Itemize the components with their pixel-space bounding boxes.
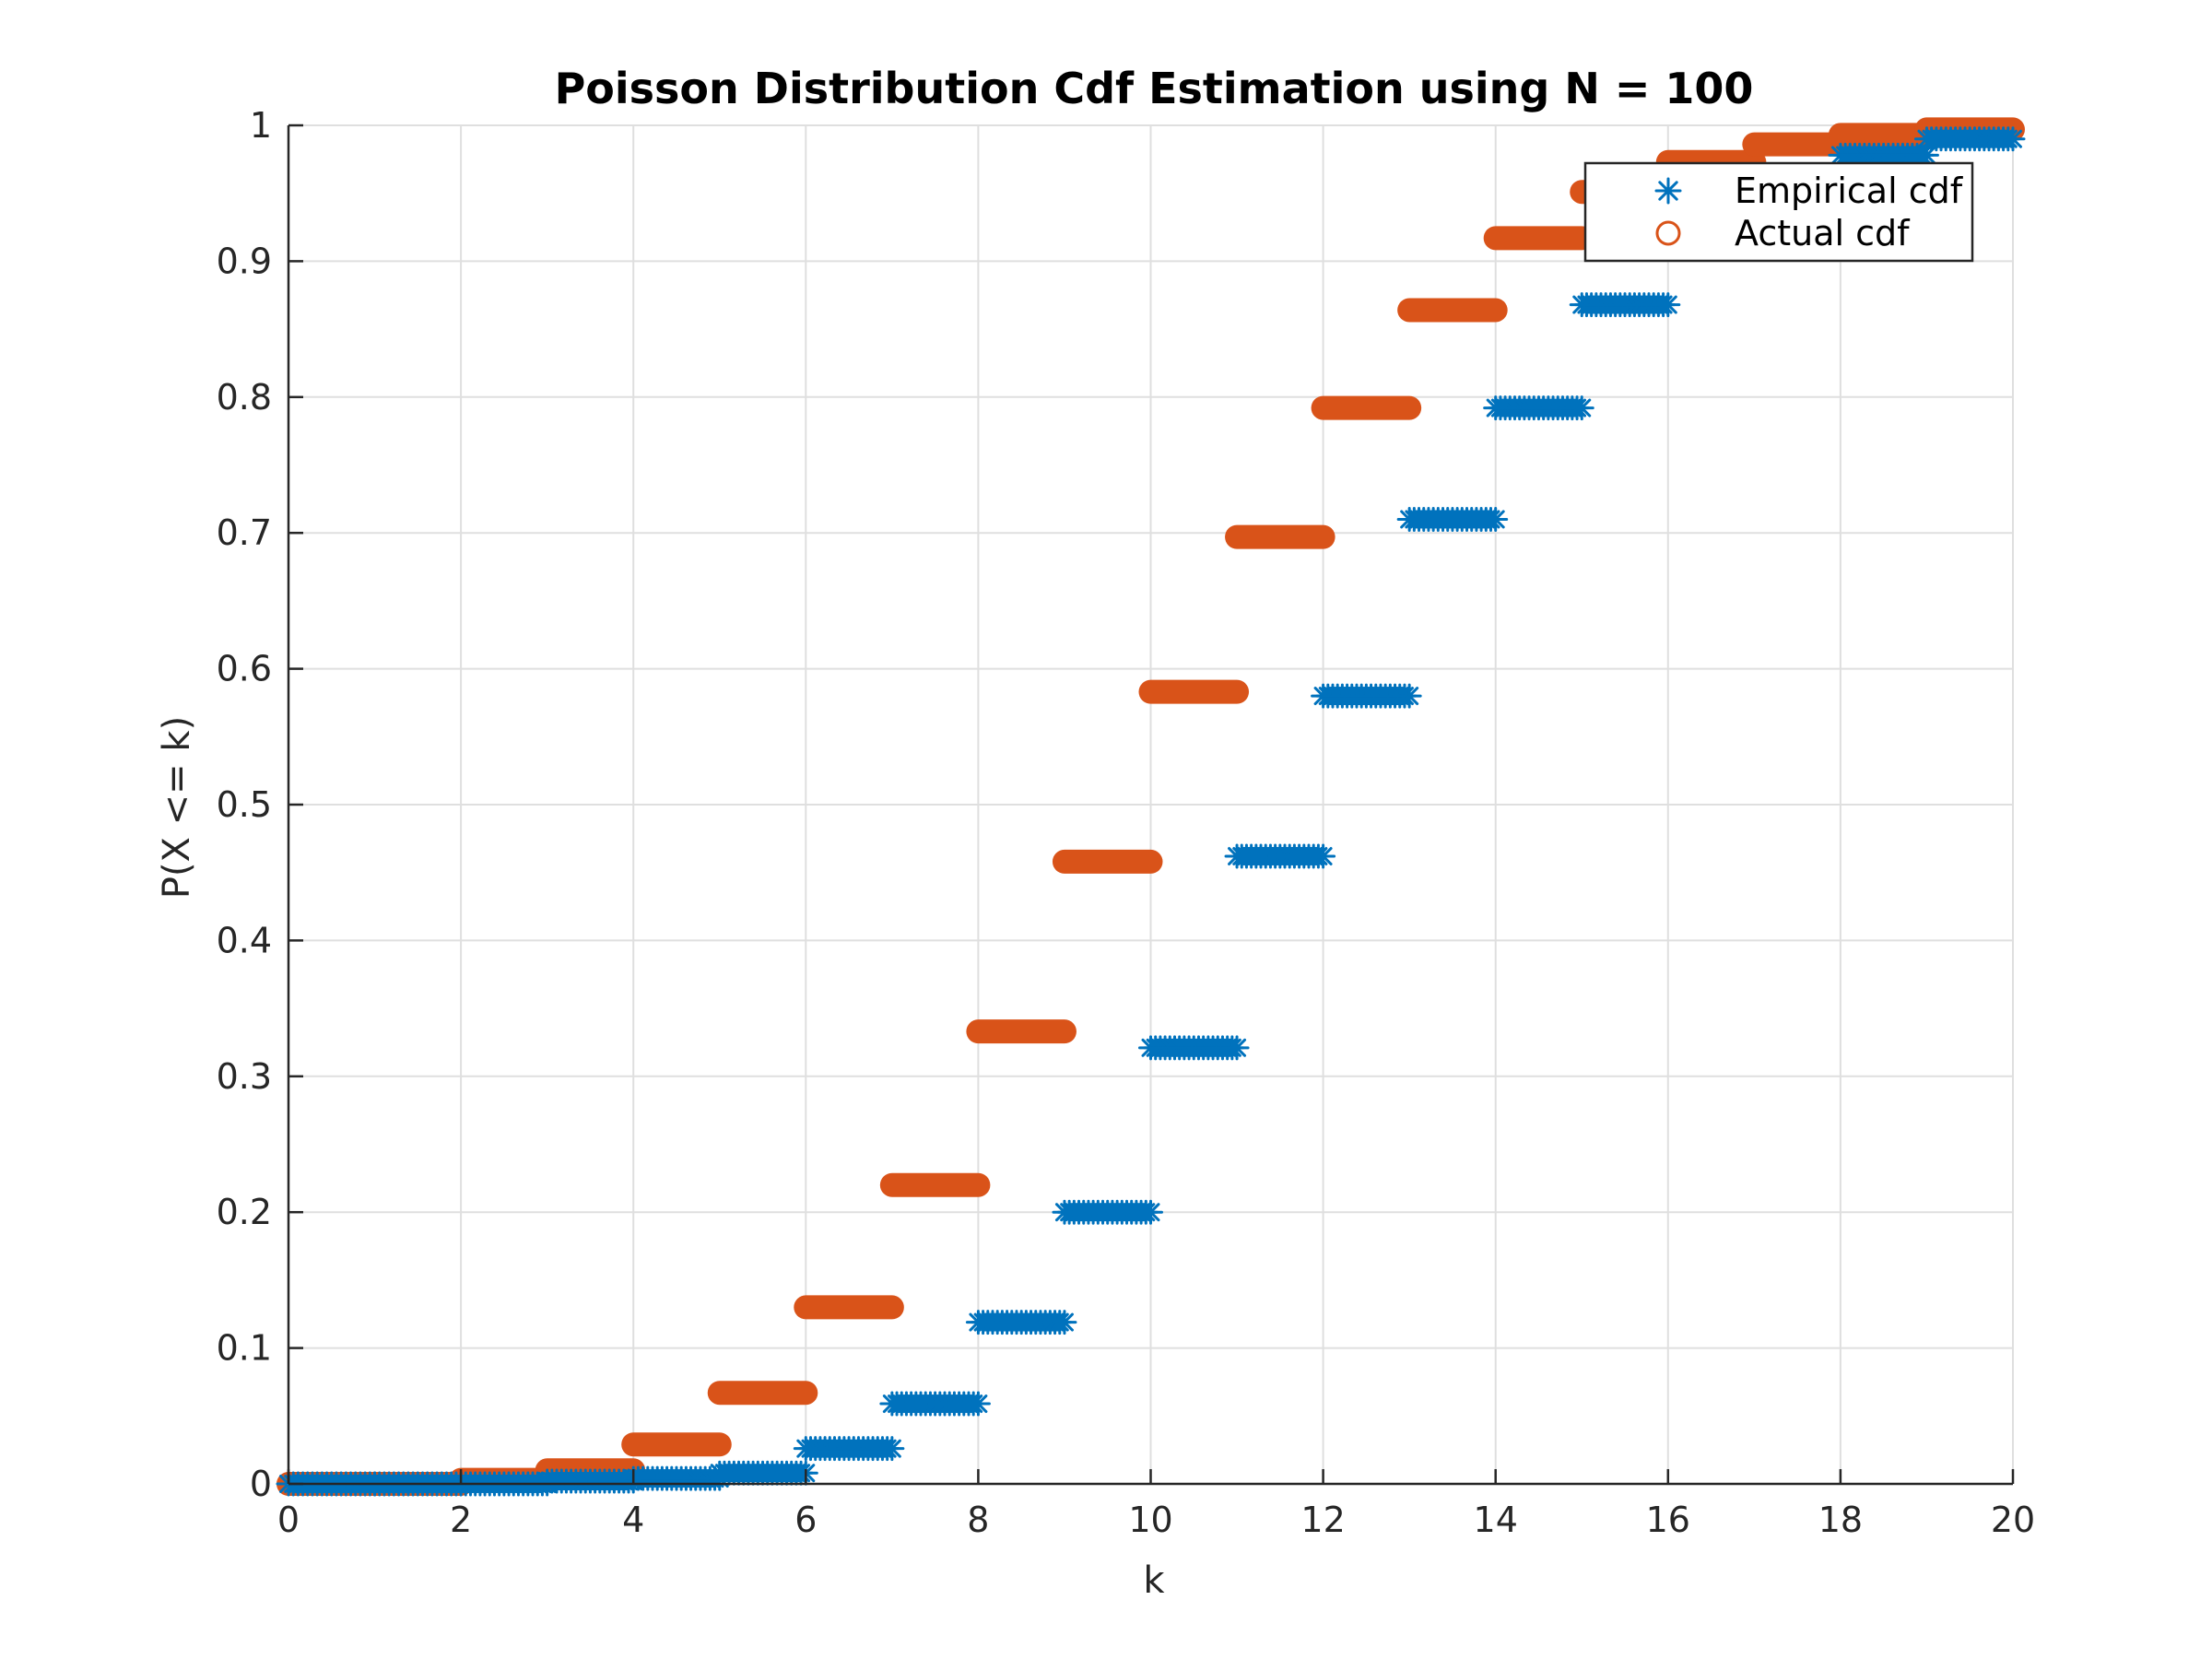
empirical-marker: [1138, 1199, 1163, 1225]
legend-label-actual: Actual cdf: [1735, 213, 1911, 253]
y-axis-label: P(X <= k): [156, 716, 198, 899]
empirical-cdf-step: [793, 1436, 905, 1462]
empirical-marker: [1052, 1310, 1077, 1335]
empirical-cdf-step: [1483, 395, 1594, 421]
asterisk-stroke: [1141, 1203, 1160, 1222]
empirical-marker: [2000, 126, 2026, 152]
x-tick-label: 14: [1474, 1500, 1518, 1540]
x-axis-label: k: [1143, 1559, 1165, 1602]
empirical-cdf-step: [1138, 1035, 1250, 1061]
asterisk-stroke: [2004, 129, 2022, 148]
empirical-cdf-step: [1913, 126, 2026, 152]
asterisk-stroke: [1658, 295, 1677, 314]
empirical-marker: [965, 1391, 991, 1417]
x-tick-label: 2: [450, 1500, 472, 1540]
empirical-cdf-step: [1569, 292, 1681, 318]
y-tick-label: 0: [250, 1464, 272, 1504]
y-tick-label: 0.3: [217, 1056, 272, 1097]
asterisk-stroke: [1400, 687, 1419, 706]
y-tick-label: 0.4: [217, 920, 272, 960]
y-tick-label: 1: [250, 105, 272, 146]
empirical-marker: [1311, 843, 1336, 869]
y-tick-label: 0.5: [217, 784, 272, 825]
x-tick-label: 6: [794, 1500, 817, 1540]
asterisk-stroke: [969, 1394, 988, 1414]
empirical-cdf-step: [1052, 1199, 1163, 1225]
empirical-cdf-step: [965, 1310, 1077, 1335]
grid-lines: [288, 124, 2014, 1485]
legend-label-empirical: Empirical cdf: [1735, 171, 1964, 211]
x-tick-label: 16: [1646, 1500, 1690, 1540]
empirical-cdf-step: [707, 1460, 818, 1486]
asterisk-stroke: [1486, 510, 1505, 529]
asterisk-stroke: [1572, 398, 1592, 418]
asterisk-stroke: [882, 1439, 901, 1458]
empirical-marker: [1224, 1035, 1250, 1061]
empirical-cdf-step: [1311, 683, 1422, 709]
asterisk-stroke: [1228, 1038, 1247, 1057]
empirical-cdf-step: [1224, 843, 1336, 869]
legend: Empirical cdf Actual cdf: [1583, 161, 1974, 263]
y-tick-label: 0.1: [217, 1328, 272, 1369]
empirical-cdf-step: [879, 1391, 991, 1417]
asterisk-stroke: [1313, 847, 1333, 865]
y-tick-label: 0.9: [217, 241, 272, 281]
legend-asterisk-icon: [1654, 177, 1682, 205]
x-tick-label: 4: [622, 1500, 644, 1540]
x-tick-label: 8: [967, 1500, 989, 1540]
x-tick-label: 12: [1300, 1500, 1345, 1540]
empirical-marker: [879, 1436, 905, 1462]
x-tick-label: 10: [1128, 1500, 1172, 1540]
legend-circle-icon: [1655, 220, 1681, 246]
y-tick-label: 0.6: [217, 649, 272, 689]
empirical-marker: [1483, 506, 1509, 532]
empirical-cdf-step: [1828, 142, 1939, 168]
asterisk-stroke: [1054, 1312, 1074, 1332]
y-tick-label: 0.7: [217, 512, 272, 553]
legend-marker-actual: [1655, 220, 1681, 246]
empirical-marker: [1569, 395, 1594, 421]
axes: [287, 124, 2015, 1486]
tick-labels: 0 2 4 6 8 10 12 14 16 18 20 0 0.1 0.2 0.3 0.4 0.5 0.6 0.7 0…: [217, 105, 2036, 1540]
y-tick-label: 0.8: [217, 377, 272, 418]
legend-marker-empirical: [1654, 177, 1682, 205]
empirical-marker: [1655, 292, 1681, 318]
legend-box: [1583, 161, 1974, 263]
asterisk-stroke: [1658, 181, 1678, 201]
empirical-cdf-step: [1396, 506, 1509, 532]
x-tick-label: 18: [1818, 1500, 1863, 1540]
x-tick-label: 0: [277, 1500, 300, 1540]
empirical-marker: [1396, 683, 1422, 709]
x-tick-label: 20: [1991, 1500, 2035, 1540]
y-tick-label: 0.2: [217, 1192, 272, 1232]
empirical-cdf-step: [535, 1468, 646, 1494]
chart-title: Poisson Distribution Cdf Estimation usin…: [555, 64, 1754, 113]
